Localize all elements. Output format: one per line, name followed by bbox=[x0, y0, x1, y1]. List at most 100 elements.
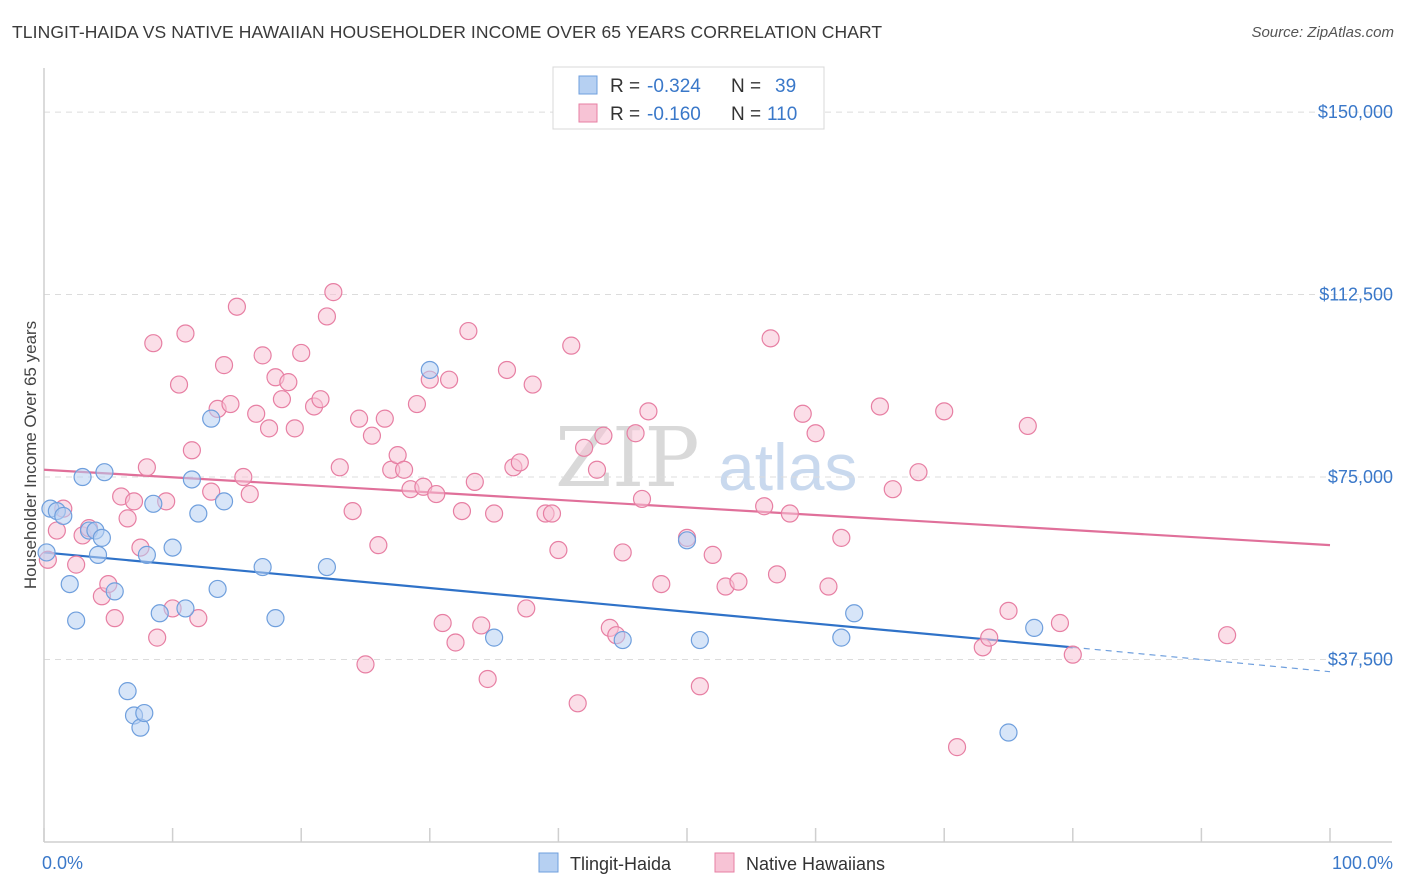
native-hawaiians-point bbox=[446, 633, 465, 652]
tlingit-haida-point bbox=[176, 599, 195, 618]
tlingit-haida-point bbox=[54, 506, 73, 526]
tlingit-haida-point bbox=[266, 609, 285, 628]
native-hawaiians-point bbox=[568, 694, 587, 713]
tlingit-haida-point bbox=[73, 467, 92, 487]
tlingit-haida-point bbox=[118, 682, 137, 701]
stats-legend: R = -0.324 N = 39 R = -0.160 N = 110 bbox=[552, 66, 825, 130]
legend-r-value-blue: -0.324 bbox=[647, 76, 701, 97]
native-hawaiians-point bbox=[497, 360, 517, 380]
tlingit-haida-point bbox=[135, 703, 154, 723]
native-hawaiians-point bbox=[626, 424, 645, 443]
native-hawaiians-point bbox=[690, 677, 709, 696]
native-hawaiians-point bbox=[465, 472, 484, 491]
legend-n-label-pink: N = bbox=[731, 104, 761, 125]
native-hawaiians-point bbox=[523, 375, 542, 394]
native-hawaiians-point bbox=[240, 484, 259, 504]
native-hawaiians-point bbox=[632, 489, 652, 509]
tlingit-haida-point bbox=[214, 492, 234, 511]
native-hawaiians-point bbox=[780, 504, 799, 523]
tlingit-haida-point bbox=[137, 545, 156, 564]
tlingit-haida-point bbox=[163, 538, 182, 557]
tlingit-haida-point bbox=[832, 628, 851, 647]
legend-r-label-pink: R = bbox=[610, 104, 640, 125]
native-hawaiians-point bbox=[202, 482, 221, 501]
tlingit-haida-point bbox=[105, 582, 124, 601]
legend-r-value-pink: -0.160 bbox=[647, 104, 701, 125]
x-tick-label-start: 0.0% bbox=[42, 853, 83, 873]
native-hawaiians-point bbox=[819, 577, 838, 596]
native-hawaiians-point bbox=[227, 297, 246, 316]
native-hawaiians-point bbox=[253, 346, 272, 365]
native-hawaiians-point bbox=[124, 492, 144, 511]
native-hawaiians-point bbox=[343, 501, 362, 521]
native-hawaiians-point bbox=[137, 458, 156, 477]
legend-n-label-blue: N = bbox=[731, 76, 761, 97]
native-hawaiians-point bbox=[999, 601, 1018, 620]
native-hawaiians-point bbox=[285, 419, 304, 438]
native-hawaiians-point bbox=[832, 528, 851, 547]
native-hawaiians-point bbox=[279, 373, 298, 392]
tlingit-haida-point bbox=[999, 723, 1018, 742]
native-hawaiians-point bbox=[472, 616, 491, 635]
legend-swatch-pink bbox=[578, 103, 598, 123]
tlingit-haida-point bbox=[253, 557, 272, 577]
y-tick-label: $37,500 bbox=[1328, 650, 1393, 670]
native-hawaiians-point bbox=[176, 324, 195, 343]
trend-line-tlingit-haida bbox=[43, 551, 1073, 649]
y-tick-label: $112,500 bbox=[1319, 285, 1393, 305]
watermark-atlas: atlas bbox=[718, 430, 857, 504]
watermark: ZIP atlas bbox=[555, 411, 857, 506]
tlingit-haida-point bbox=[677, 531, 697, 550]
bottom-legend-swatch-pink bbox=[714, 852, 735, 873]
watermark-zip: ZIP bbox=[555, 411, 700, 506]
tlingit-haida-point bbox=[202, 409, 221, 428]
native-hawaiians-point bbox=[613, 543, 632, 562]
native-hawaiians-point bbox=[452, 501, 472, 521]
native-hawaiians-point bbox=[105, 609, 124, 628]
gridlines bbox=[44, 111, 1392, 661]
native-hawaiians-point bbox=[755, 497, 774, 516]
native-hawaiians-point bbox=[510, 453, 529, 472]
native-hawaiians-point bbox=[439, 370, 459, 389]
native-hawaiians-point bbox=[478, 669, 497, 689]
native-hawaiians-point bbox=[575, 438, 594, 457]
legend-n-value-blue: 39 bbox=[775, 76, 796, 97]
tlingit-haida-point bbox=[144, 494, 163, 513]
tlingit-haida-point bbox=[208, 579, 227, 599]
native-hawaiians-point bbox=[362, 426, 382, 445]
bottom-legend-label-pink: Native Hawaiians bbox=[746, 854, 885, 874]
native-hawaiians-point bbox=[369, 536, 388, 555]
bottom-legend: Tlingit-Haida Native Hawaiians bbox=[538, 852, 885, 874]
bottom-legend-label-blue: Tlingit-Haida bbox=[570, 854, 672, 874]
native-hawaiians-point bbox=[221, 394, 240, 414]
native-hawaiians-point bbox=[292, 343, 311, 363]
native-hawaiians-point bbox=[1063, 645, 1082, 664]
native-hawaiians-point bbox=[311, 390, 330, 409]
tlingit-haida-point bbox=[88, 545, 108, 564]
native-hawaiians-point bbox=[806, 424, 825, 443]
native-hawaiians-point bbox=[259, 419, 279, 438]
native-hawaiians-point bbox=[549, 540, 568, 560]
native-hawaiians-point bbox=[427, 484, 446, 504]
native-hawaiians-point bbox=[947, 738, 967, 757]
native-hawaiians-point bbox=[272, 390, 292, 409]
native-hawaiians-point bbox=[587, 460, 607, 479]
tlingit-haida-point bbox=[690, 630, 709, 650]
x-tick-label-end: 100.0% bbox=[1332, 853, 1393, 873]
y-tick-label: $75,000 bbox=[1328, 467, 1393, 487]
native-hawaiians-point bbox=[639, 402, 658, 421]
native-hawaiians-point bbox=[349, 409, 369, 428]
native-hawaiians-point bbox=[189, 609, 208, 628]
native-hawaiians-point bbox=[793, 404, 812, 423]
native-hawaiians-point bbox=[883, 480, 902, 499]
native-hawaiians-point bbox=[562, 336, 581, 355]
native-hawaiians-point bbox=[144, 334, 163, 353]
native-hawaiians-point bbox=[433, 613, 452, 633]
native-hawaiians-point bbox=[935, 402, 954, 421]
trend-line-native-hawaiians bbox=[43, 468, 1331, 547]
stats-legend-box bbox=[552, 66, 825, 130]
native-hawaiians-point bbox=[729, 572, 748, 591]
native-hawaiians-point bbox=[118, 509, 137, 528]
native-hawaiians-point bbox=[375, 409, 394, 428]
native-hawaiians-point bbox=[330, 458, 349, 477]
